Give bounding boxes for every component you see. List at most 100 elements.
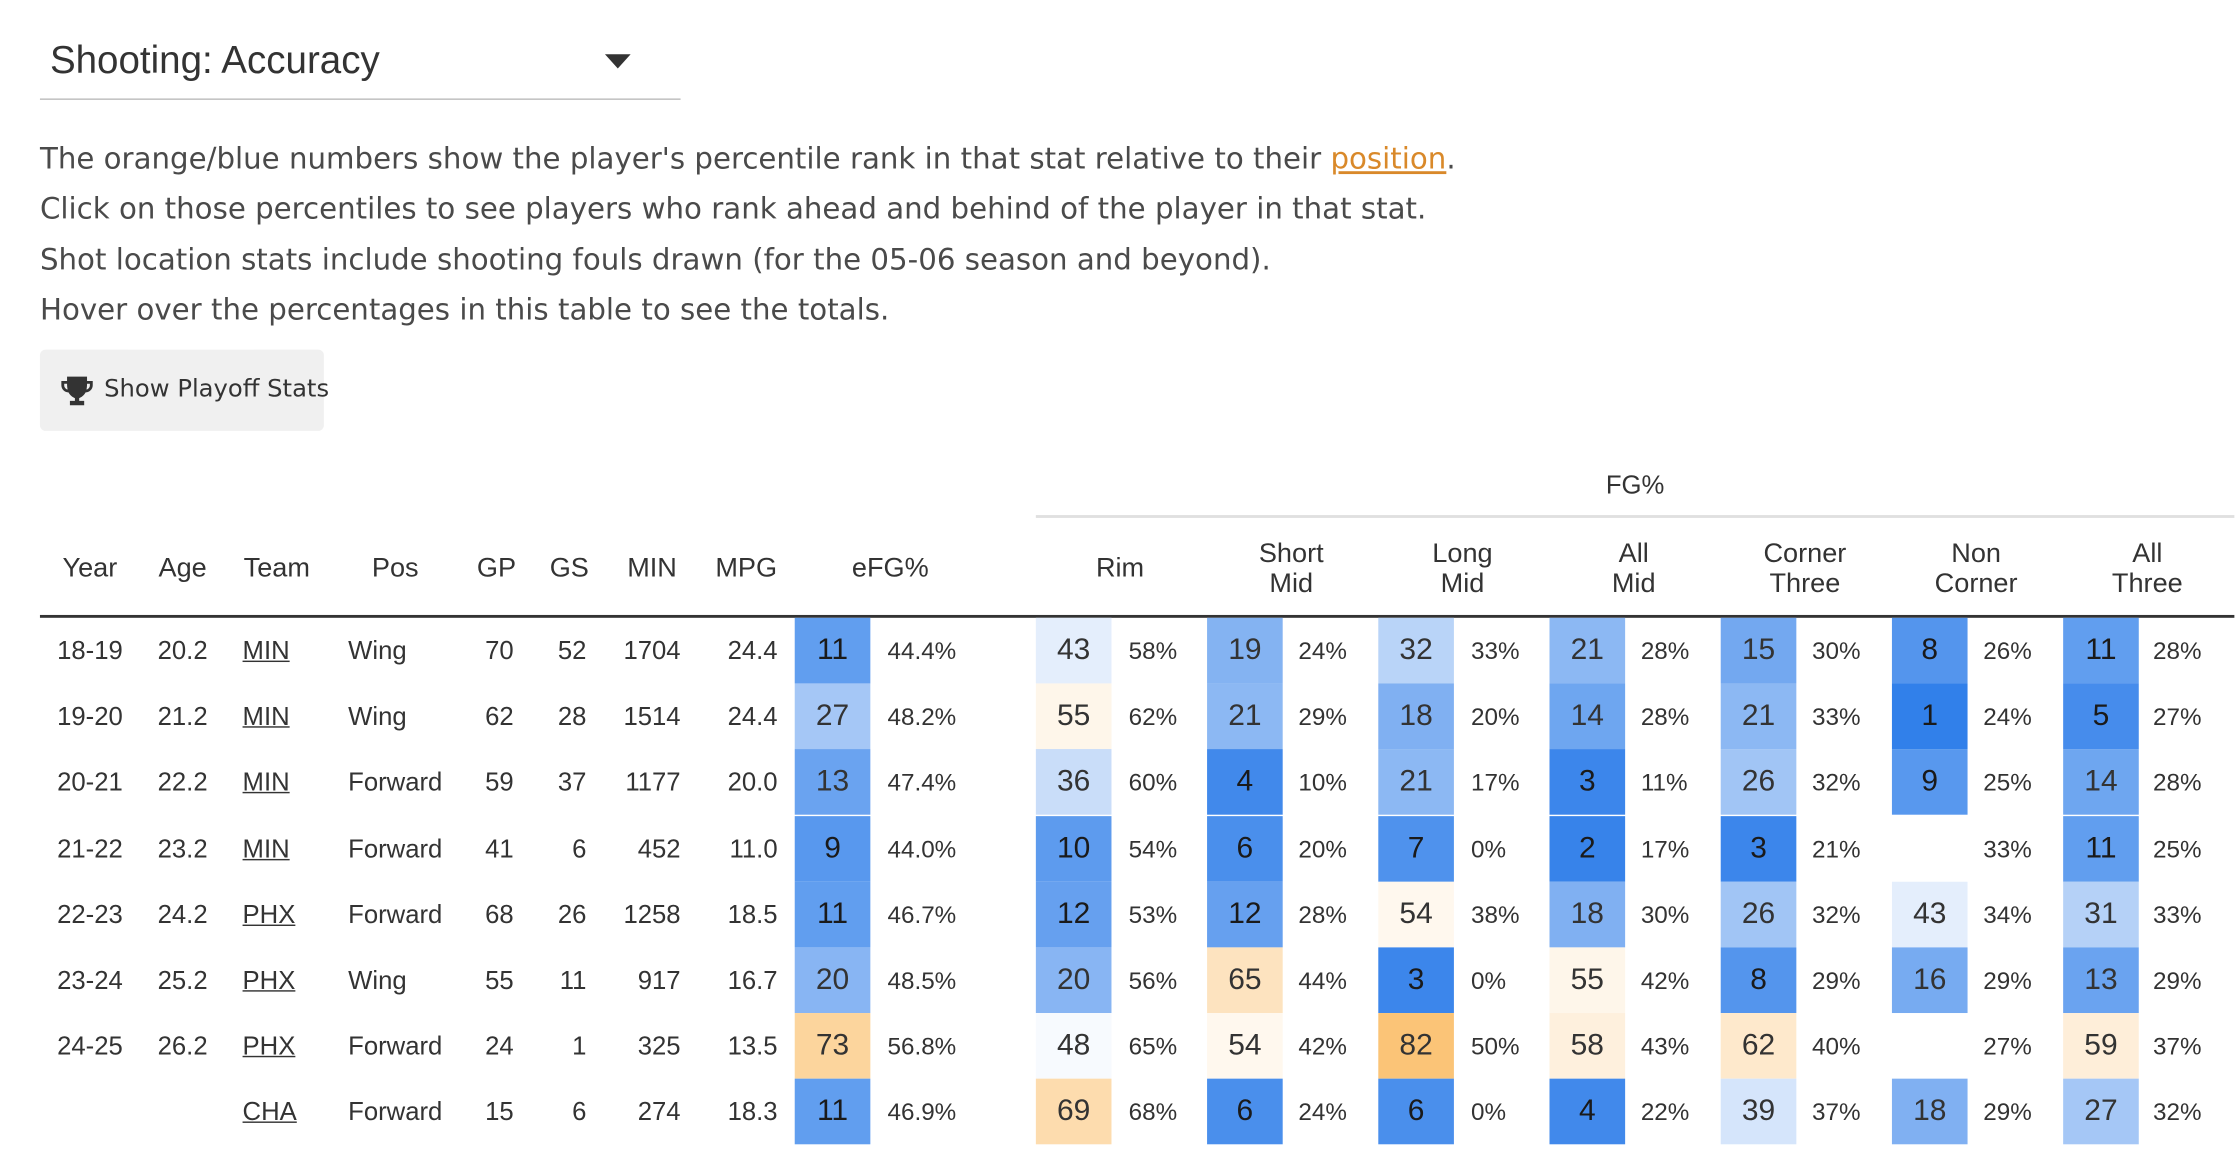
percentile-rank[interactable]: 36: [1035, 749, 1112, 816]
percentile-rank[interactable]: 8: [1720, 947, 1797, 1014]
stat-percentage[interactable]: 28%: [2153, 769, 2202, 797]
percentile-rank[interactable]: 48: [1035, 1013, 1112, 1079]
stat-percentage[interactable]: 48.2%: [887, 703, 957, 731]
column-header[interactable]: GS: [549, 553, 589, 584]
stat-percentage[interactable]: 47.4%: [887, 769, 957, 797]
stat-percentage[interactable]: 32%: [1812, 901, 1861, 929]
column-header[interactable]: Non Corner: [1891, 539, 2062, 599]
stat-category-dropdown[interactable]: Shooting: Accuracy: [39, 20, 681, 100]
team-link[interactable]: PHX: [242, 965, 296, 995]
percentile-rank[interactable]: 12: [1035, 881, 1112, 948]
stat-percentage[interactable]: 40%: [1812, 1033, 1861, 1061]
stat-percentage[interactable]: 28%: [2153, 637, 2202, 665]
stat-percentage[interactable]: 25%: [2153, 835, 2202, 863]
percentile-rank[interactable]: 26: [1720, 749, 1797, 816]
team-link[interactable]: PHX: [242, 900, 296, 929]
team-link[interactable]: MIN: [242, 834, 290, 863]
stat-percentage[interactable]: 20%: [1471, 703, 1520, 731]
column-header[interactable]: Team: [243, 553, 310, 584]
percentile-rank[interactable]: 2: [1549, 815, 1626, 882]
percentile-rank[interactable]: 4: [1549, 1079, 1626, 1145]
percentile-rank[interactable]: 21: [1378, 749, 1454, 816]
percentile-rank[interactable]: 20: [794, 947, 871, 1014]
stat-percentage[interactable]: 34%: [1983, 901, 2032, 929]
percentile-rank[interactable]: 27: [2063, 1079, 2139, 1145]
percentile-rank[interactable]: 18: [1549, 881, 1626, 948]
percentile-rank[interactable]: 54: [1207, 1013, 1283, 1079]
stat-percentage[interactable]: 68%: [1128, 1099, 1178, 1127]
percentile-rank[interactable]: 20: [1035, 947, 1112, 1014]
stat-percentage[interactable]: 11%: [1640, 769, 1688, 797]
stat-percentage[interactable]: 43%: [1640, 1033, 1690, 1061]
column-header[interactable]: Rim: [1095, 553, 1145, 584]
stat-percentage[interactable]: 25%: [1983, 769, 2032, 797]
percentile-rank[interactable]: 69: [1035, 1079, 1112, 1145]
stat-percentage[interactable]: 26%: [1983, 637, 2032, 665]
stat-percentage[interactable]: 33%: [1471, 637, 1520, 665]
stat-percentage[interactable]: 44.0%: [887, 835, 957, 863]
column-header[interactable]: Age: [158, 553, 207, 584]
percentile-rank[interactable]: 9: [1891, 749, 1968, 816]
percentile-rank[interactable]: 6: [1378, 1079, 1454, 1145]
stat-percentage[interactable]: 37%: [2153, 1033, 2202, 1061]
percentile-rank[interactable]: 11: [794, 1079, 871, 1145]
percentile-rank[interactable]: 9: [794, 815, 871, 882]
stat-percentage[interactable]: 20%: [1298, 835, 1347, 863]
column-header[interactable]: eFG%: [851, 553, 929, 584]
stat-percentage[interactable]: 29%: [1298, 703, 1347, 731]
column-header[interactable]: MIN: [627, 553, 677, 584]
percentile-rank[interactable]: 3: [1378, 947, 1454, 1014]
stat-percentage[interactable]: 28%: [1298, 901, 1347, 929]
percentile-rank[interactable]: 13: [794, 749, 871, 816]
stat-percentage[interactable]: 56%: [1128, 967, 1178, 995]
percentile-rank[interactable]: 11: [794, 617, 871, 684]
stat-percentage[interactable]: 29%: [1812, 967, 1861, 995]
percentile-rank[interactable]: 21: [1549, 617, 1626, 684]
team-link[interactable]: PHX: [242, 1031, 296, 1061]
column-header[interactable]: Short Mid: [1206, 539, 1377, 599]
percentile-rank[interactable]: 27: [794, 683, 871, 750]
stat-percentage[interactable]: 28%: [1640, 703, 1690, 731]
percentile-rank[interactable]: 11: [794, 881, 871, 948]
percentile-rank[interactable]: 11: [2063, 617, 2139, 684]
percentile-rank[interactable]: 4: [1207, 749, 1283, 816]
stat-percentage[interactable]: 42%: [1298, 1033, 1347, 1061]
percentile-rank[interactable]: 21: [1207, 683, 1283, 750]
percentile-rank[interactable]: 59: [2063, 1013, 2139, 1079]
stat-percentage[interactable]: 17%: [1471, 769, 1520, 797]
percentile-rank[interactable]: 15: [1720, 617, 1797, 684]
percentile-rank[interactable]: 16: [1891, 947, 1968, 1014]
stat-percentage[interactable]: 0%: [1471, 967, 1507, 995]
column-header[interactable]: GP: [476, 553, 517, 584]
column-header[interactable]: MPG: [715, 553, 778, 584]
percentile-rank[interactable]: 6: [1207, 815, 1283, 882]
percentile-rank[interactable]: 10: [1035, 815, 1112, 882]
position-link[interactable]: position: [1330, 141, 1447, 176]
stat-percentage[interactable]: 17%: [1640, 835, 1690, 863]
show-playoff-stats-button[interactable]: Show Playoff Stats: [39, 349, 329, 431]
column-header[interactable]: All Mid: [1548, 539, 1719, 599]
column-header[interactable]: Long Mid: [1377, 539, 1548, 599]
percentile-rank[interactable]: 65: [1207, 947, 1283, 1014]
stat-percentage[interactable]: 33%: [2153, 901, 2202, 929]
percentile-rank[interactable]: 43: [1035, 617, 1112, 684]
stat-percentage[interactable]: 29%: [1983, 967, 2032, 995]
stat-percentage[interactable]: 27%: [1983, 1033, 2032, 1061]
column-header[interactable]: Corner Three: [1719, 539, 1890, 599]
stat-percentage[interactable]: 46.7%: [887, 901, 957, 929]
percentile-rank[interactable]: 39: [1720, 1079, 1797, 1145]
stat-percentage[interactable]: 32%: [2153, 1099, 2202, 1127]
stat-percentage[interactable]: 10%: [1298, 769, 1347, 797]
stat-percentage[interactable]: 48.5%: [887, 967, 957, 995]
percentile-rank[interactable]: 11: [2063, 815, 2139, 882]
percentile-rank[interactable]: 1: [1891, 683, 1968, 750]
percentile-rank[interactable]: 21: [1720, 683, 1797, 750]
percentile-rank[interactable]: 7: [1378, 815, 1454, 882]
percentile-rank[interactable]: 13: [2063, 947, 2139, 1014]
percentile-rank[interactable]: 14: [2063, 749, 2139, 816]
stat-percentage[interactable]: 24%: [1298, 1099, 1347, 1127]
column-header[interactable]: All Three: [2062, 539, 2233, 599]
stat-percentage[interactable]: 0%: [1471, 1099, 1507, 1127]
percentile-rank[interactable]: 54: [1378, 881, 1454, 948]
stat-percentage[interactable]: 58%: [1128, 637, 1178, 665]
